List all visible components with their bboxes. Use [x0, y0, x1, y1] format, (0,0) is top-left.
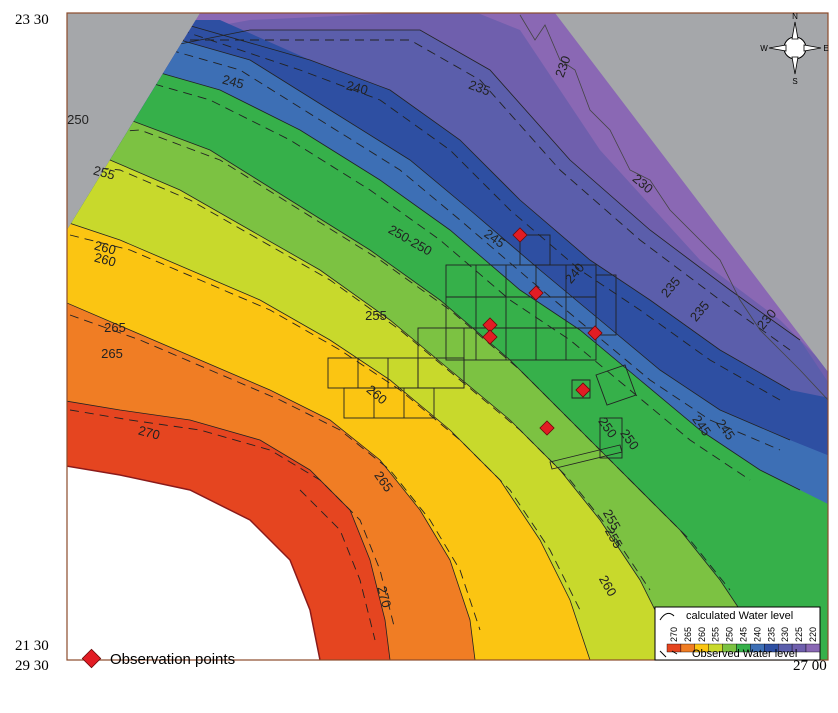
legend-value-label: 250 [725, 627, 735, 642]
water-level-legend: calculated Water level 270 265 260 255 250 24… [654, 606, 821, 661]
compass-n-label: N [792, 12, 798, 21]
calculated-contours [67, 19, 801, 660]
compass-e-label: E [823, 44, 828, 53]
observation-point [587, 325, 603, 341]
legend-observed-label: Observed Water level [692, 648, 797, 660]
contour-label: 260 [93, 250, 118, 270]
observation-point [482, 317, 498, 333]
map-frame [66, 12, 829, 661]
legend-swatch [805, 643, 821, 653]
observation-point [482, 329, 498, 345]
no-data-area [67, 464, 326, 660]
legend-calculated-label: calculated Water level [686, 610, 793, 622]
observation-point [528, 285, 544, 301]
observation-legend-label: Observation points [110, 651, 235, 668]
observed-line-symbol [659, 650, 667, 658]
observed-contours [69, 29, 791, 641]
legend-color-scale: 270 265 260 255 250 245 240 235 230 225 220 [666, 627, 821, 653]
contour-label: 230 [552, 54, 574, 80]
contour-label: 265 [101, 346, 123, 361]
observation-point [575, 382, 591, 398]
legend-value-label: 255 [711, 627, 721, 642]
contour-label: 250 [67, 112, 89, 127]
legend-value-label: 230 [780, 627, 790, 642]
observation-legend: Observation points [81, 648, 235, 669]
legend-value-label: 260 [697, 627, 707, 642]
contour-label: 245 [221, 72, 246, 92]
legend-value-label: 240 [752, 627, 762, 642]
compass-rose: N S E W [760, 12, 828, 86]
contour-label: 255 [365, 308, 387, 323]
legend-value-label: 245 [738, 627, 748, 642]
legend-value-label: 225 [794, 627, 804, 642]
legend-swatch [666, 643, 682, 653]
corner-label-bottom-left-lat: 21 30 [15, 638, 49, 654]
observation-points [482, 227, 603, 436]
corner-label-bottom-right-lon: 27 00 [793, 658, 827, 674]
corner-label-bottom-left-lon: 29 30 [15, 658, 49, 674]
contour-label: 270 [137, 423, 162, 443]
contour-label: 240 [345, 78, 370, 98]
boundary-line [519, 14, 828, 401]
legend-value-label: 265 [683, 627, 693, 642]
contour-label: 255 [92, 163, 117, 183]
observation-point [512, 227, 528, 243]
legend-value-label: 235 [766, 627, 776, 642]
compass-s-label: S [792, 77, 797, 86]
corner-label-top-left: 23 30 [15, 12, 49, 28]
observation-point [539, 420, 555, 436]
legend-value-label: 220 [808, 627, 818, 642]
contour-label: 235 [467, 77, 493, 99]
contour-label: 265 [104, 320, 126, 335]
calculated-line-symbol [659, 612, 675, 621]
legend-value-label: 270 [669, 627, 679, 642]
contour-label: 260 [93, 238, 118, 258]
observation-legend-marker [81, 648, 102, 669]
contour-label: 270 [374, 584, 394, 609]
infrastructure-grid [327, 234, 637, 470]
compass-w-label: W [760, 44, 768, 53]
